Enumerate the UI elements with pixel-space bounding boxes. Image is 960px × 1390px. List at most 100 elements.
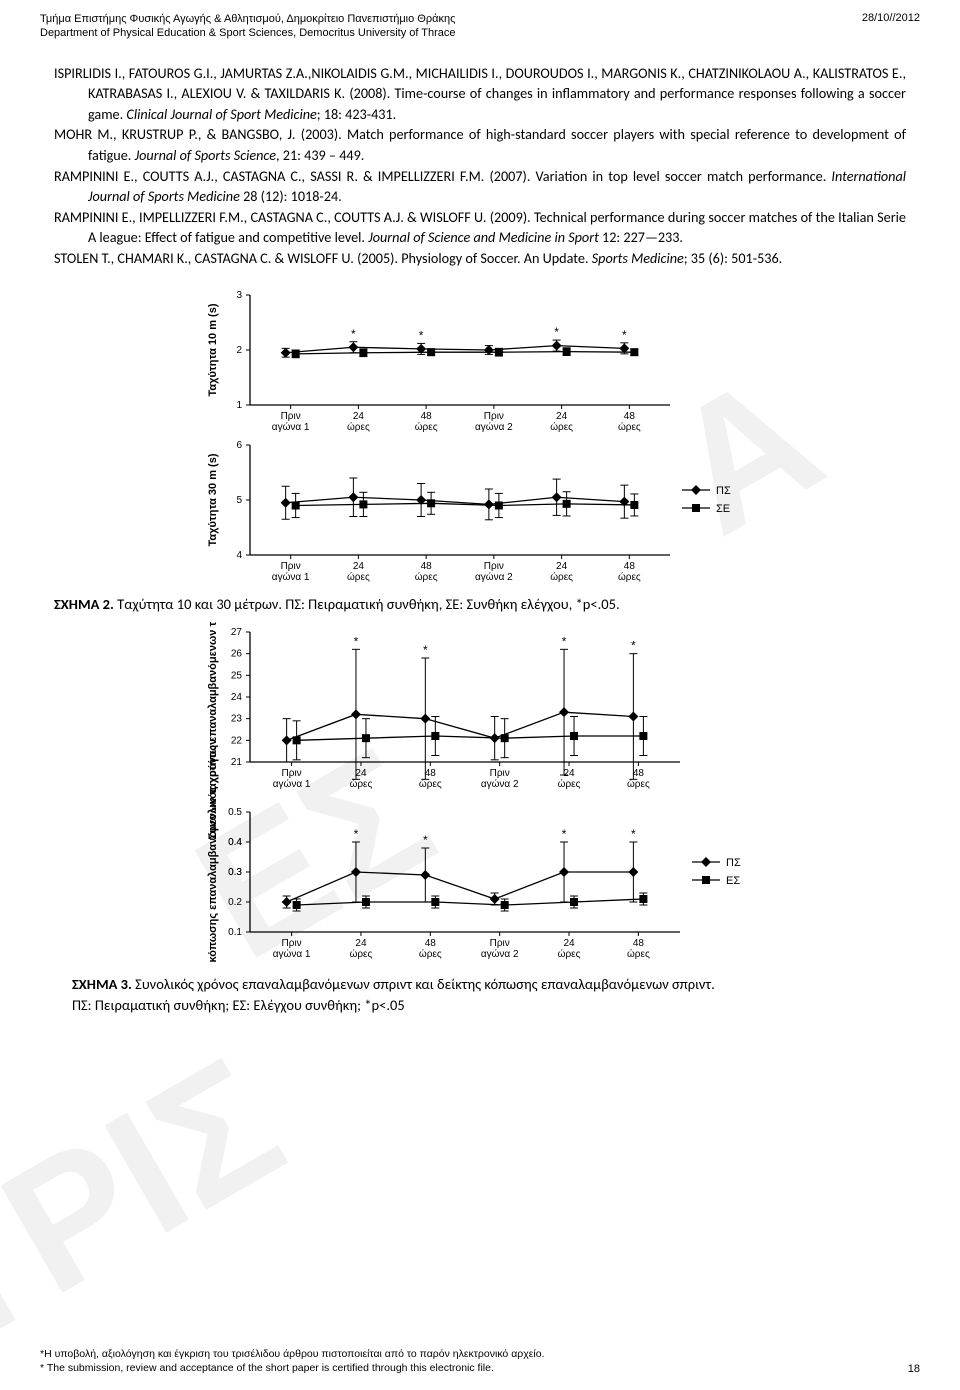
svg-text:Δείκτης κόπωσης επαναλαμβανόμε: Δείκτης κόπωσης επαναλαμβανόμενων ταχυτή…: [207, 739, 219, 962]
svg-text:24: 24: [353, 411, 365, 422]
svg-text:αγώνα 1: αγώνα 1: [272, 571, 310, 583]
svg-text:Πριν: Πριν: [282, 768, 302, 779]
svg-text:Πριν: Πριν: [281, 411, 301, 422]
svg-text:Πριν: Πριν: [490, 938, 510, 949]
header-line-gr: Τμήμα Επιστήμης Φυσικής Αγωγής & Αθλητισ…: [40, 12, 456, 26]
svg-text:48: 48: [624, 411, 636, 422]
svg-text:24: 24: [563, 938, 575, 949]
svg-text:Πριν: Πριν: [484, 561, 504, 572]
reference-item: RAMPININI E., COUTTS A.J., CASTAGNA C., …: [54, 166, 906, 207]
svg-text:24: 24: [231, 692, 243, 703]
svg-text:ώρες: ώρες: [415, 571, 438, 583]
svg-text:27: 27: [231, 627, 243, 638]
fig2-label: ΣΧΗΜΑ 2.: [54, 595, 114, 613]
svg-text:ώρες: ώρες: [550, 571, 573, 583]
svg-text:αγώνα 2: αγώνα 2: [475, 571, 513, 583]
svg-text:24: 24: [556, 411, 568, 422]
svg-text:2: 2: [236, 345, 242, 356]
svg-text:48: 48: [633, 768, 645, 779]
svg-text:*: *: [562, 827, 567, 841]
page-footer: *Η υποβολή, αξιολόγηση και έγκριση του τ…: [40, 1347, 920, 1375]
svg-text:ώρες: ώρες: [347, 571, 370, 583]
svg-text:ώρες: ώρες: [419, 948, 442, 960]
svg-text:Ταχύτητα 30 m (s): Ταχύτητα 30 m (s): [207, 453, 219, 546]
footer-line-en: * The submission, review and acceptance …: [40, 1361, 920, 1375]
svg-text:*: *: [622, 327, 627, 341]
svg-text:0.5: 0.5: [228, 807, 242, 818]
svg-text:ώρες: ώρες: [627, 948, 650, 960]
figure-3-chart: 21222324252627Πριναγώνα 124ώρες48ώρεςΠρι…: [54, 622, 906, 962]
svg-text:*: *: [351, 326, 356, 340]
svg-text:ΠΣ: ΠΣ: [726, 857, 741, 869]
svg-text:ώρες: ώρες: [558, 778, 581, 790]
fig3-text-2: ΠΣ: Πειραματική συνθήκη; ΕΣ: Ελέγχου συν…: [72, 996, 405, 1014]
svg-text:0.2: 0.2: [228, 897, 242, 908]
svg-text:24: 24: [556, 561, 568, 572]
svg-text:Πριν: Πριν: [282, 938, 302, 949]
svg-text:αγώνα 1: αγώνα 1: [272, 421, 310, 433]
svg-text:αγώνα 1: αγώνα 1: [273, 778, 311, 790]
svg-text:Ταχύτητα 10 m (s): Ταχύτητα 10 m (s): [207, 303, 219, 396]
svg-text:ΕΣ: ΕΣ: [726, 875, 740, 887]
reference-item: ISPIRLIDIS I., FATOUROS G.I., JAMURTAS Z…: [54, 63, 906, 125]
svg-text:αγώνα 1: αγώνα 1: [273, 948, 311, 960]
svg-text:48: 48: [425, 768, 437, 779]
svg-text:3: 3: [236, 290, 242, 301]
svg-text:24: 24: [355, 768, 367, 779]
svg-text:*: *: [562, 634, 567, 648]
svg-text:Πριν: Πριν: [490, 768, 510, 779]
watermark: ΤΡΙΣ: [0, 1017, 314, 1390]
footer-line-gr: *Η υποβολή, αξιολόγηση και έγκριση του τ…: [40, 1347, 920, 1361]
svg-text:5: 5: [236, 495, 242, 506]
svg-text:24: 24: [355, 938, 367, 949]
svg-text:0.3: 0.3: [228, 867, 242, 878]
svg-text:ώρες: ώρες: [350, 948, 373, 960]
svg-text:6: 6: [236, 440, 242, 451]
svg-text:4: 4: [236, 550, 242, 561]
svg-text:48: 48: [425, 938, 437, 949]
reference-item: RAMPININI E., IMPELLIZZERI F.M., CASTAGN…: [54, 207, 906, 248]
svg-text:ΠΣ: ΠΣ: [716, 485, 731, 497]
svg-text:*: *: [354, 827, 359, 841]
svg-text:*: *: [423, 833, 428, 847]
svg-text:ώρες: ώρες: [558, 948, 581, 960]
svg-text:26: 26: [231, 649, 243, 660]
svg-text:48: 48: [421, 411, 433, 422]
svg-text:0.1: 0.1: [228, 927, 242, 938]
svg-text:ώρες: ώρες: [415, 421, 438, 433]
svg-text:*: *: [419, 328, 424, 342]
page-header: Τμήμα Επιστήμης Φυσικής Αγωγής & Αθλητισ…: [0, 0, 960, 45]
svg-text:Πριν: Πριν: [484, 411, 504, 422]
svg-text:22: 22: [231, 735, 243, 746]
figure-2-chart: 123Πριναγώνα 124ώρες48ώρεςΠριναγώνα 224ώ…: [54, 285, 906, 585]
svg-text:αγώνα 2: αγώνα 2: [481, 778, 519, 790]
figure-3-caption: ΣΧΗΜΑ 3. Συνολικός χρόνος επαναλαμβανόμε…: [54, 974, 906, 1016]
svg-text:24: 24: [353, 561, 365, 572]
references: ISPIRLIDIS I., FATOUROS G.I., JAMURTAS Z…: [54, 63, 906, 269]
fig3-label: ΣΧΗΜΑ 3.: [72, 975, 132, 993]
svg-text:Πριν: Πριν: [281, 561, 301, 572]
svg-text:25: 25: [231, 670, 243, 681]
svg-text:0.4: 0.4: [228, 837, 242, 848]
svg-text:ώρες: ώρες: [618, 421, 641, 433]
svg-text:48: 48: [633, 938, 645, 949]
page-number: 18: [908, 1363, 920, 1375]
svg-text:*: *: [554, 325, 559, 339]
header-line-en: Department of Physical Education & Sport…: [40, 26, 456, 40]
svg-text:23: 23: [231, 714, 243, 725]
svg-text:48: 48: [421, 561, 433, 572]
reference-item: STOLEN T., CHAMARI K., CASTAGNA C. & WIS…: [54, 248, 906, 269]
svg-text:αγώνα 2: αγώνα 2: [481, 948, 519, 960]
svg-text:*: *: [354, 634, 359, 648]
svg-text:24: 24: [563, 768, 575, 779]
svg-text:48: 48: [624, 561, 636, 572]
svg-text:*: *: [631, 639, 636, 653]
svg-text:1: 1: [236, 400, 242, 411]
fig3-text-1: Συνολικός χρόνος επαναλαμβανόμενων σπριν…: [132, 975, 715, 993]
fig2-text: Ταχύτητα 10 και 30 μέτρων. ΠΣ: Πειραματι…: [114, 595, 620, 613]
header-date: 28/10//2012: [862, 12, 920, 41]
svg-text:*: *: [423, 643, 428, 657]
svg-text:*: *: [631, 827, 636, 841]
svg-text:ώρες: ώρες: [347, 421, 370, 433]
svg-text:ώρες: ώρες: [550, 421, 573, 433]
